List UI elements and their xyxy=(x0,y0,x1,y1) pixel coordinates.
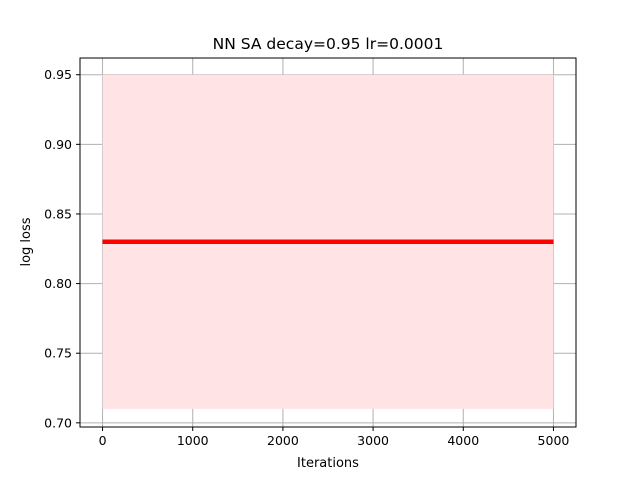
y-tick-label: 0.80 xyxy=(44,276,72,291)
y-axis-label: log loss xyxy=(19,217,34,266)
x-axis-ticks: 0 1000 2000 3000 4000 5000 xyxy=(99,427,570,448)
y-tick-label: 0.70 xyxy=(44,415,72,430)
x-tick-label: 2000 xyxy=(267,433,299,448)
y-tick-label: 0.90 xyxy=(44,137,72,152)
x-tick-label: 0 xyxy=(99,433,107,448)
y-tick-label: 0.85 xyxy=(44,206,72,221)
y-tick-label: 0.75 xyxy=(44,346,72,361)
y-tick-label: 0.95 xyxy=(44,67,72,82)
x-tick-label: 3000 xyxy=(357,433,389,448)
x-tick-label: 4000 xyxy=(447,433,479,448)
x-tick-label: 5000 xyxy=(538,433,570,448)
y-axis-ticks: 0.70 0.75 0.80 0.85 0.90 0.95 xyxy=(44,67,80,430)
chart-title: NN SA decay=0.95 lr=0.0001 xyxy=(213,35,444,53)
x-axis-label: Iterations xyxy=(297,456,359,471)
plot-frame xyxy=(79,57,577,428)
x-tick-label: 1000 xyxy=(177,433,209,448)
